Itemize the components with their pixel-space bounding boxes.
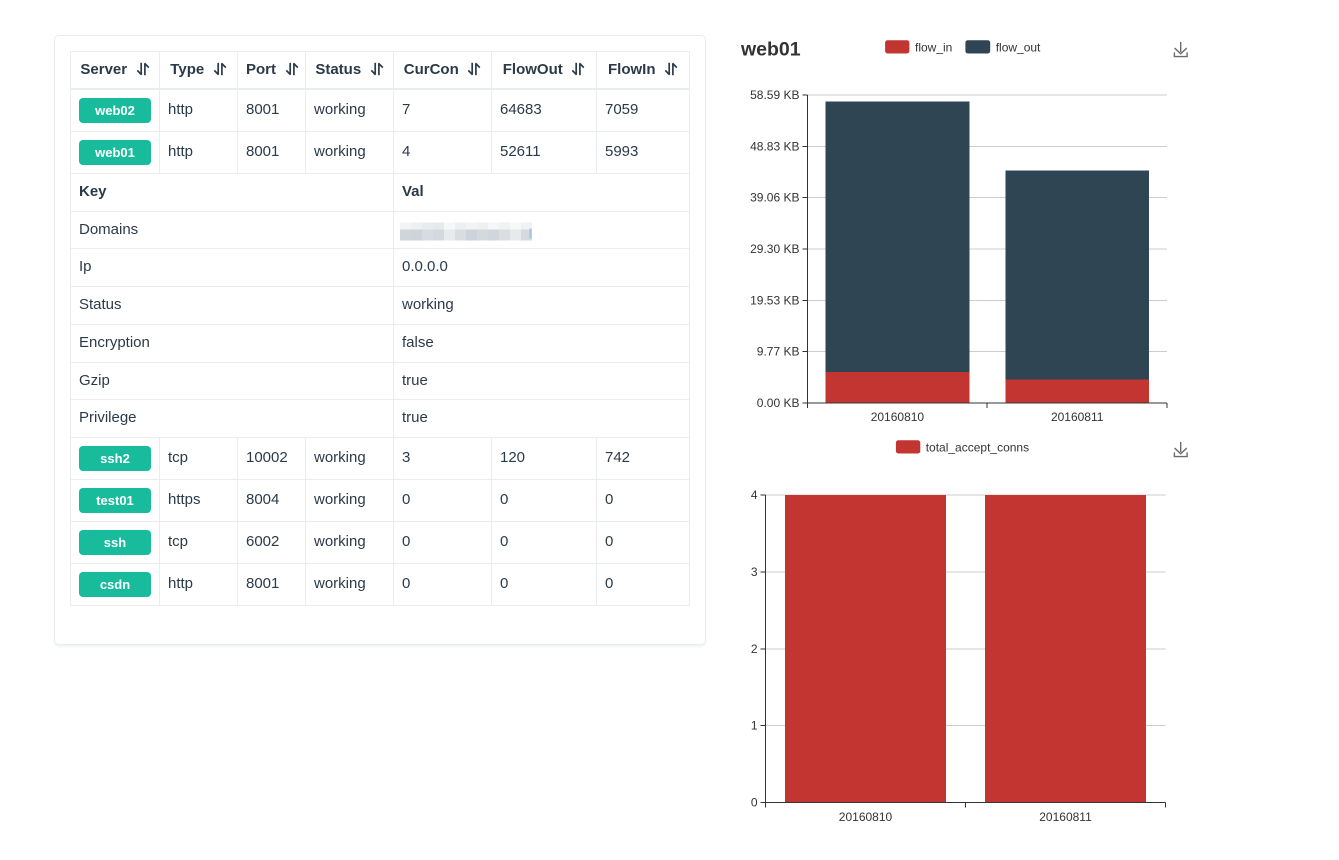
svg-text:19.53 KB: 19.53 KB <box>750 293 799 307</box>
svg-text:flow_in: flow_in <box>915 40 952 54</box>
svg-text:20160810: 20160810 <box>871 410 925 424</box>
svg-text:20160811: 20160811 <box>1039 810 1092 824</box>
svg-text:58.59 KB: 58.59 KB <box>750 88 799 102</box>
svg-text:total_accept_conns: total_accept_conns <box>926 440 1029 454</box>
svg-text:20160811: 20160811 <box>1051 410 1104 424</box>
svg-text:1: 1 <box>751 719 758 733</box>
svg-text:39.06 KB: 39.06 KB <box>750 191 799 205</box>
svg-text:20160810: 20160810 <box>839 810 893 824</box>
svg-text:48.83 KB: 48.83 KB <box>750 139 799 153</box>
svg-text:9.77 KB: 9.77 KB <box>757 345 800 359</box>
svg-text:2: 2 <box>751 642 758 656</box>
svg-text:0: 0 <box>751 796 758 810</box>
svg-text:29.30 KB: 29.30 KB <box>750 242 799 256</box>
svg-text:web01: web01 <box>740 39 801 61</box>
svg-text:0.00 KB: 0.00 KB <box>757 396 800 410</box>
svg-text:4: 4 <box>751 488 758 502</box>
svg-text:flow_out: flow_out <box>996 40 1041 54</box>
svg-text:3: 3 <box>751 565 758 579</box>
